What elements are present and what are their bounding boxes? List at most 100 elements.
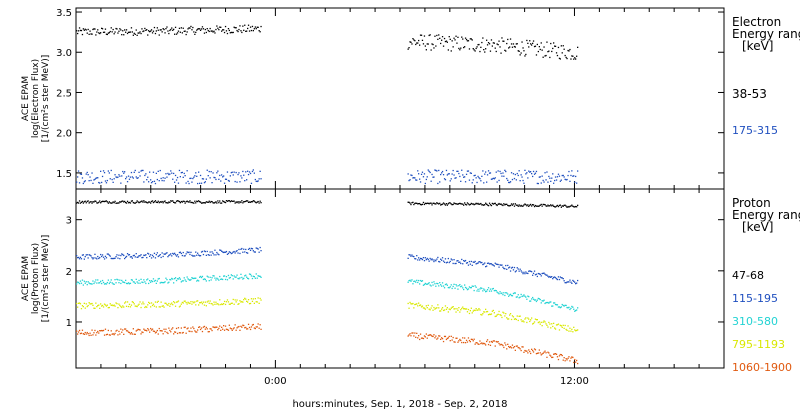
data-point (538, 46, 540, 48)
data-point (164, 177, 166, 179)
data-point (182, 251, 184, 254)
data-point (220, 26, 222, 28)
data-point (414, 280, 416, 282)
data-point (527, 295, 529, 297)
data-point (535, 300, 538, 303)
data-point (146, 279, 148, 281)
data-point (457, 341, 459, 343)
data-point (525, 317, 527, 319)
data-point (124, 29, 126, 31)
data-point (86, 254, 88, 256)
data-point (102, 170, 105, 172)
data-point (475, 47, 477, 50)
data-point (493, 42, 495, 44)
data-point (415, 202, 417, 204)
data-point (414, 258, 416, 260)
data-point (555, 52, 558, 54)
data-point (464, 202, 466, 204)
data-point (463, 176, 465, 178)
data-point (131, 301, 133, 303)
data-point (531, 298, 533, 300)
data-point (546, 41, 548, 43)
data-point (438, 285, 440, 287)
data-point (201, 178, 204, 180)
data-point (244, 275, 246, 277)
data-point (436, 34, 438, 37)
data-point (472, 310, 474, 312)
data-point (509, 38, 512, 40)
data-point (439, 37, 441, 39)
data-point (215, 279, 217, 281)
data-point (174, 305, 177, 307)
data-point (231, 275, 233, 277)
data-point (125, 201, 127, 204)
data-point (462, 38, 464, 40)
data-point (555, 278, 558, 280)
data-point (114, 174, 116, 176)
data-point (193, 31, 195, 33)
data-point (226, 299, 229, 301)
data-point (568, 206, 570, 208)
data-point (500, 52, 502, 54)
data-point (504, 294, 506, 297)
data-point (182, 176, 184, 178)
data-point (158, 180, 160, 182)
data-point (554, 277, 557, 279)
data-point (526, 321, 528, 324)
data-point (434, 35, 436, 37)
data-point (85, 281, 87, 283)
data-point (462, 337, 464, 339)
data-point (121, 279, 123, 282)
data-point (435, 45, 437, 47)
data-point (82, 306, 84, 308)
data-point (235, 171, 237, 174)
data-point (150, 327, 152, 330)
data-point (148, 253, 150, 255)
data-point (418, 257, 420, 259)
data-point (447, 311, 449, 313)
data-point (501, 344, 503, 346)
data-point (144, 306, 146, 309)
data-point (529, 320, 531, 323)
data-point (438, 260, 440, 263)
data-point (201, 202, 204, 204)
data-point (440, 258, 442, 260)
data-point (106, 33, 108, 36)
data-point (494, 202, 496, 204)
data-point (156, 280, 158, 282)
data-point (221, 303, 223, 305)
y-axis-label: ACE EPAMlog(Proton Flux)[1/(cm²s ster Me… (21, 235, 51, 322)
data-point (525, 204, 527, 206)
data-point (549, 323, 551, 325)
data-point (408, 179, 410, 182)
data-point (96, 202, 98, 204)
data-point (441, 39, 443, 41)
data-point (561, 326, 563, 328)
data-point (432, 259, 434, 261)
data-point (94, 28, 96, 30)
data-point (532, 274, 534, 276)
data-point (152, 201, 155, 204)
data-point (565, 205, 567, 207)
data-point (174, 174, 177, 177)
data-point (457, 170, 459, 172)
data-point (255, 326, 257, 328)
data-point (446, 307, 448, 309)
data-point (208, 200, 210, 202)
data-point (424, 336, 426, 338)
data-point (178, 251, 181, 254)
data-point (546, 356, 548, 358)
data-point (531, 271, 533, 273)
data-point (481, 261, 483, 264)
data-point (142, 281, 144, 284)
data-point (173, 201, 175, 203)
data-point (179, 305, 181, 307)
data-point (539, 48, 541, 51)
data-point (178, 277, 181, 279)
legend-entry: 1060-1900 (732, 361, 792, 374)
data-point (253, 327, 255, 329)
legend-entry: 38-53 (732, 87, 767, 101)
data-point (92, 334, 94, 336)
data-point (525, 271, 527, 273)
data-point (171, 277, 173, 280)
